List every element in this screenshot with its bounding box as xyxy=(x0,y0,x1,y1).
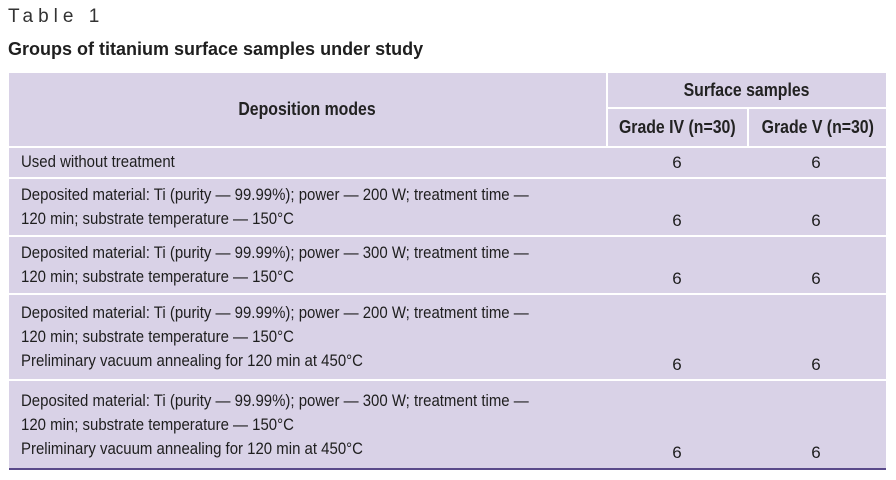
grade-v-value: 6 xyxy=(811,269,821,288)
header-divider-vertical xyxy=(606,73,608,146)
table-row: Deposited material: Ti (purity — 99.99%)… xyxy=(21,301,598,373)
mode-text: Deposited material: Ti (purity — 99.99%)… xyxy=(21,243,529,262)
table-row: Used without treatment xyxy=(21,150,196,174)
header-bottom-rule xyxy=(9,146,886,148)
mode-text: 120 min; substrate temperature — 150°C xyxy=(21,267,294,286)
mode-text: Preliminary vacuum annealing for 120 min… xyxy=(21,439,363,458)
grade-iv-value: 6 xyxy=(672,211,682,230)
grade-iv-value: 6 xyxy=(672,443,682,462)
table-row: Deposited material: Ti (purity — 99.99%)… xyxy=(21,183,598,231)
mode-text: 120 min; substrate temperature — 150°C xyxy=(21,209,294,228)
data-table: Deposition modes Surface samples Grade I… xyxy=(9,73,886,470)
mode-text: 120 min; substrate temperature — 150°C xyxy=(21,415,294,434)
grade-v-value: 6 xyxy=(811,355,821,374)
row-rule xyxy=(9,293,886,295)
row-rule xyxy=(9,235,886,237)
grade-iv-value: 6 xyxy=(672,269,682,288)
mode-text: 120 min; substrate temperature — 150°C xyxy=(21,327,294,346)
grade-iv-value: 6 xyxy=(672,355,682,374)
table-row: Deposited material: Ti (purity — 99.99%)… xyxy=(21,389,598,461)
header-deposition-modes: Deposition modes xyxy=(238,99,377,119)
header-surface-samples: Surface samples xyxy=(684,80,810,100)
header-grade-iv: Grade IV (n=30) xyxy=(619,117,736,137)
mode-text: Preliminary vacuum annealing for 120 min… xyxy=(21,351,363,370)
mode-text: Used without treatment xyxy=(21,152,175,171)
grade-iv-value: 6 xyxy=(672,153,682,172)
table-label: Table 1 xyxy=(8,6,105,27)
mode-text: Deposited material: Ti (purity — 99.99%)… xyxy=(21,185,529,204)
grade-v-value: 6 xyxy=(811,443,821,462)
mode-text: Deposited material: Ti (purity — 99.99%)… xyxy=(21,391,529,410)
table-row: Deposited material: Ti (purity — 99.99%)… xyxy=(21,241,598,289)
row-rule xyxy=(9,177,886,179)
header-divider-grades xyxy=(747,107,749,146)
grade-v-value: 6 xyxy=(811,153,821,172)
header-grade-v: Grade V (n=30) xyxy=(761,117,874,137)
grade-v-value: 6 xyxy=(811,211,821,230)
row-rule xyxy=(9,379,886,381)
mode-text: Deposited material: Ti (purity — 99.99%)… xyxy=(21,303,529,322)
table-title: Groups of titanium surface samples under… xyxy=(8,39,424,59)
